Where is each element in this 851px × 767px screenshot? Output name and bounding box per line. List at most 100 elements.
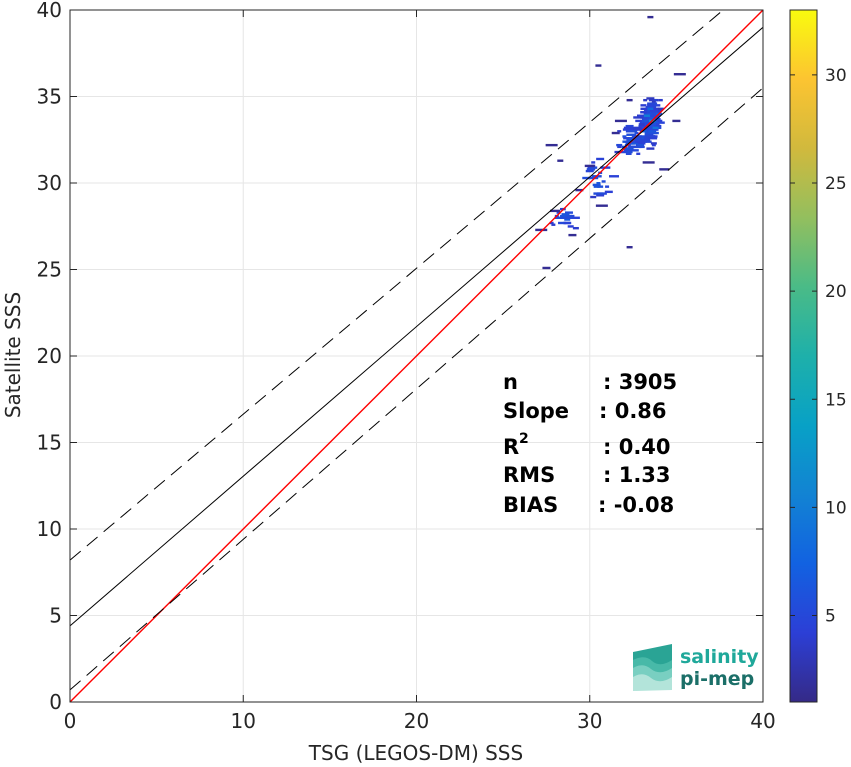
x-tick-labels: 0 10 20 30 40 (64, 709, 776, 733)
density-bin (653, 119, 658, 123)
density-bin (590, 195, 597, 199)
density-bin (585, 169, 594, 173)
density-bin (650, 124, 655, 128)
density-bin (648, 112, 657, 116)
x-tick-label: 10 (231, 709, 256, 733)
density-bin (560, 207, 565, 211)
density-bin (637, 135, 642, 138)
density-bin (649, 135, 656, 138)
y-tick-label: 35 (37, 85, 62, 109)
density-bin (638, 114, 649, 117)
density-bin (586, 168, 593, 171)
density-bin (642, 123, 649, 126)
density-bin (658, 98, 663, 102)
density-bin (588, 176, 599, 180)
y-tick-label: 40 (37, 0, 62, 22)
density-bin (647, 104, 654, 107)
density-bin (628, 145, 639, 149)
stat-bias-value: : -0.08 (598, 493, 674, 517)
density-bin (625, 130, 630, 133)
density-bin (643, 116, 654, 119)
y-tick-label: 20 (37, 344, 62, 368)
density-bin (651, 143, 656, 147)
density-bin (567, 225, 574, 228)
reference-lines (69, 9, 764, 703)
density-bin (596, 157, 605, 161)
density-bin (650, 114, 661, 117)
density-bin (626, 138, 633, 142)
density-bin (651, 107, 660, 111)
density-bin (623, 126, 632, 130)
density-bin (557, 159, 564, 162)
density-bin (636, 143, 643, 147)
logo-text-pimep: pi-mep (680, 668, 754, 690)
density-bin (645, 126, 652, 130)
density-bin (646, 112, 651, 116)
density-bin (634, 128, 645, 131)
density-bin (646, 97, 655, 100)
density-bin (565, 214, 572, 218)
density-bin (639, 121, 644, 124)
density-bin (622, 140, 627, 143)
density-bin (650, 142, 657, 145)
density-bin (649, 109, 658, 112)
density-bin (647, 15, 654, 19)
density-bin (635, 137, 642, 140)
density-bin (640, 107, 647, 111)
density-bin (617, 145, 622, 149)
stats-box: n : 3905 Slope : 0.86 R 2 : 0.40 RMS : 1… (503, 370, 677, 517)
stat-r2-value: : 0.40 (603, 435, 671, 459)
density-bin (646, 117, 651, 121)
density-bin (643, 117, 648, 121)
density-bin (656, 109, 663, 112)
density-bin (636, 152, 641, 155)
density-bin (659, 168, 670, 171)
logo-waves-icon (633, 644, 672, 691)
density-bin (657, 107, 664, 111)
density-bin (550, 209, 561, 213)
density-bin (626, 133, 637, 136)
density-bin (564, 218, 571, 221)
logo-text-salinity: salinity (680, 646, 759, 668)
density-bin (638, 145, 645, 149)
density-bin (595, 64, 602, 67)
density-bin (647, 102, 658, 105)
density-bin (651, 100, 656, 104)
density-bin (640, 130, 647, 133)
stat-r2-label: R (503, 435, 519, 459)
density-bin (595, 204, 608, 207)
density-bin (589, 166, 598, 169)
stat-n-label: n (503, 370, 518, 394)
density-bin (601, 180, 606, 183)
density-bin (556, 211, 561, 214)
density-bin (623, 147, 632, 150)
upper-bound-line (69, 9, 724, 561)
density-bin (623, 137, 630, 140)
density-bin (554, 216, 563, 219)
density-bin (643, 119, 654, 123)
density-bin (637, 142, 642, 145)
x-tick-label: 30 (577, 709, 602, 733)
density-bin (635, 119, 642, 123)
regression-line (69, 26, 764, 627)
density-bin (640, 111, 647, 114)
density-bin (597, 185, 604, 188)
density-bin (625, 152, 630, 155)
density-bin (634, 140, 645, 143)
density-bin (609, 175, 620, 178)
density-bin (564, 211, 573, 214)
stat-rms-label: RMS (503, 463, 555, 487)
density-bin (626, 246, 633, 249)
x-tick-label: 0 (64, 709, 77, 733)
density-bin (616, 143, 623, 147)
density-bin (647, 107, 654, 111)
density-bin (648, 130, 657, 133)
density-bin (634, 131, 639, 135)
density-bin (584, 164, 595, 168)
density-bin (631, 137, 636, 140)
density-bin (591, 168, 596, 171)
density-bin (592, 183, 601, 187)
density-bin (631, 128, 638, 131)
density-bin (622, 135, 627, 138)
